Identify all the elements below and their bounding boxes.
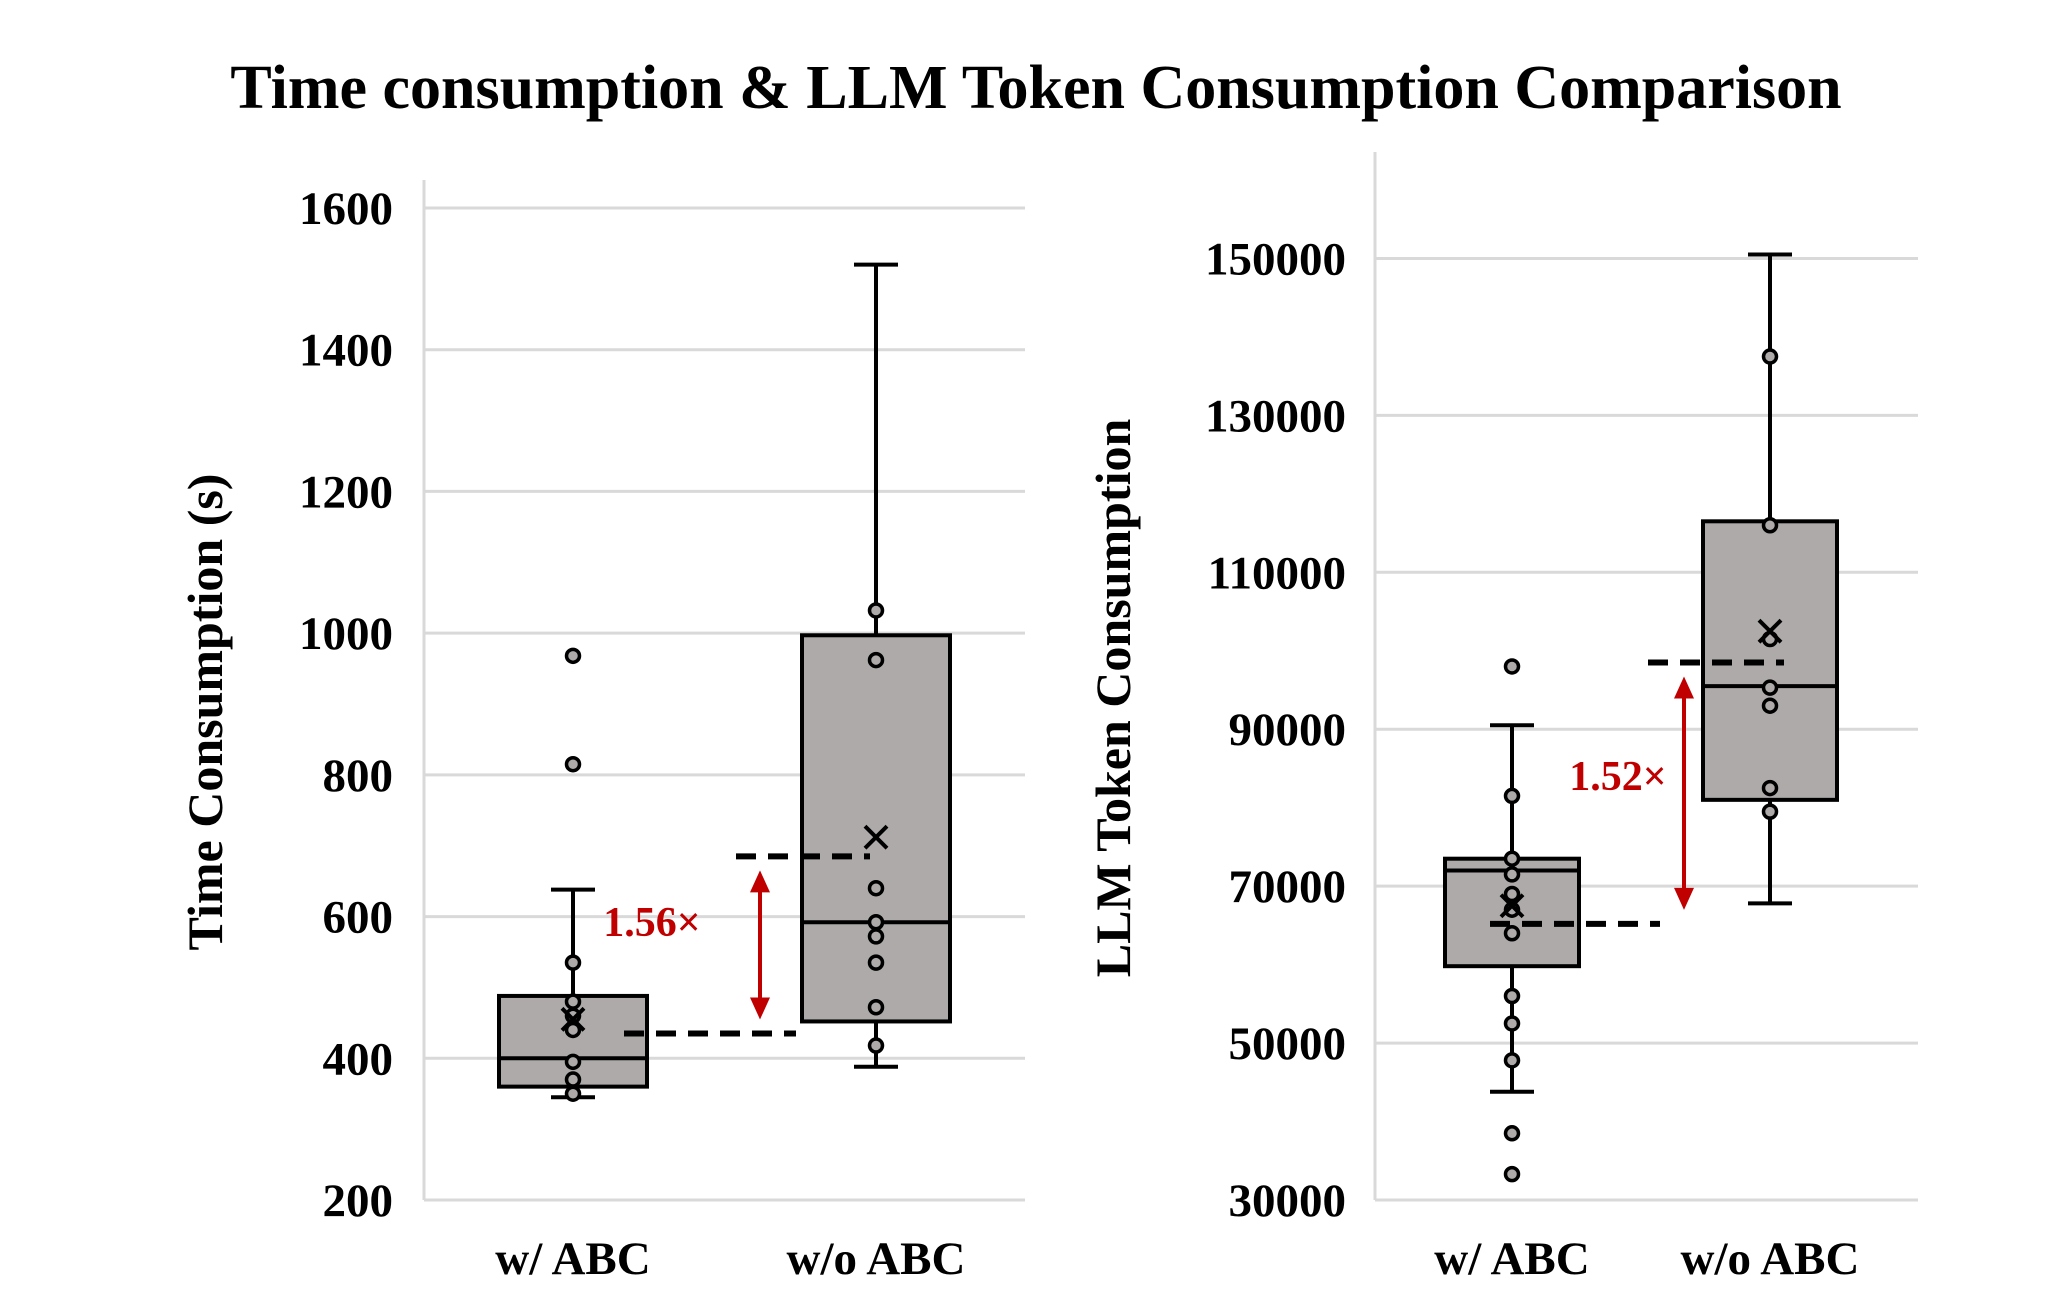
data-point xyxy=(1503,1165,1521,1183)
y-tick-label: 130000 xyxy=(1205,390,1346,442)
data-point xyxy=(1503,1125,1521,1142)
data-point xyxy=(867,879,885,897)
mean-marker xyxy=(1499,893,1525,919)
data-point xyxy=(564,1053,582,1071)
x-category-label: w/o ABC xyxy=(1681,1233,1860,1285)
y-tick-label: 90000 xyxy=(1229,704,1347,756)
ratio-label: 1.52× xyxy=(1569,754,1666,800)
mean-marker-stroke xyxy=(1757,618,1783,644)
data-point xyxy=(1761,679,1779,696)
data-point xyxy=(564,647,582,665)
data-point xyxy=(564,993,582,1010)
ratio-arrow-head-up xyxy=(750,870,770,893)
box-without-abc xyxy=(1701,252,1839,906)
figure-title: Time consumption & LLM Token Consumption… xyxy=(230,54,1841,122)
data-point xyxy=(867,651,885,669)
data-point xyxy=(564,954,582,971)
y-tick-label: 30000 xyxy=(1229,1175,1347,1227)
x-category-label: w/ ABC xyxy=(495,1233,650,1285)
y-tick-label: 150000 xyxy=(1205,233,1346,285)
y-tick-label: 1400 xyxy=(299,325,393,377)
data-point xyxy=(867,928,885,945)
y-tick-label: 200 xyxy=(323,1175,394,1227)
data-point xyxy=(1503,987,1521,1005)
mean-marker-stroke xyxy=(1499,893,1525,919)
data-point xyxy=(1503,787,1521,805)
data-point xyxy=(867,1037,885,1054)
mean-marker xyxy=(560,1006,586,1032)
y-tick-label: 800 xyxy=(323,750,394,802)
token-consumption-chart: 30000 50000 70000 90000 110000 130000 150000 LL… xyxy=(1085,152,1918,1285)
data-point xyxy=(1761,697,1779,714)
data-point xyxy=(1503,850,1521,867)
data-point xyxy=(867,954,885,971)
y-tick-label: 50000 xyxy=(1229,1018,1347,1070)
data-point xyxy=(867,999,885,1016)
data-point xyxy=(564,1071,582,1088)
data-point xyxy=(1761,516,1779,534)
box-with-abc xyxy=(497,647,649,1102)
ratio-arrow-head-down xyxy=(1674,887,1694,910)
data-point xyxy=(867,602,885,619)
y-tick-label: 70000 xyxy=(1229,861,1347,913)
ratio-arrow-head-up xyxy=(1674,676,1694,699)
y-tick-label: 1000 xyxy=(299,608,393,660)
ratio-label: 1.56× xyxy=(603,900,700,946)
mean-marker-stroke xyxy=(560,1006,586,1032)
y-tick-label: 600 xyxy=(323,892,394,944)
ratio-arrow-head-down xyxy=(750,997,770,1020)
data-point xyxy=(1503,1015,1521,1032)
data-point xyxy=(1503,924,1521,942)
box-with-abc xyxy=(1443,658,1581,1183)
time-consumption-chart: 200 400 600 800 1000 1200 1400 1600 Time Consump… xyxy=(177,180,1025,1285)
x-category-label: w/ ABC xyxy=(1434,1233,1589,1285)
data-point xyxy=(564,755,582,773)
data-point xyxy=(867,913,885,931)
mean-marker xyxy=(863,824,889,850)
y-tick-label: 1200 xyxy=(299,466,393,518)
data-point xyxy=(1761,348,1779,365)
mean-marker xyxy=(1757,618,1783,644)
y-tick-label: 1600 xyxy=(299,183,393,235)
data-point xyxy=(1761,779,1779,797)
y-tick-label: 400 xyxy=(323,1033,394,1085)
data-point xyxy=(1503,885,1521,903)
data-point xyxy=(564,1085,582,1102)
data-point xyxy=(1503,658,1521,675)
data-point xyxy=(1503,866,1521,883)
data-point xyxy=(1761,803,1779,820)
box-without-abc xyxy=(800,262,952,1069)
data-point xyxy=(1503,1052,1521,1069)
y-axis-title: Time Consumption (s) xyxy=(177,474,233,951)
y-axis-title: LLM Token Consumption xyxy=(1085,419,1141,978)
y-tick-label: 110000 xyxy=(1208,547,1346,599)
x-category-label: w/o ABC xyxy=(787,1233,966,1285)
mean-marker-stroke xyxy=(863,824,889,850)
